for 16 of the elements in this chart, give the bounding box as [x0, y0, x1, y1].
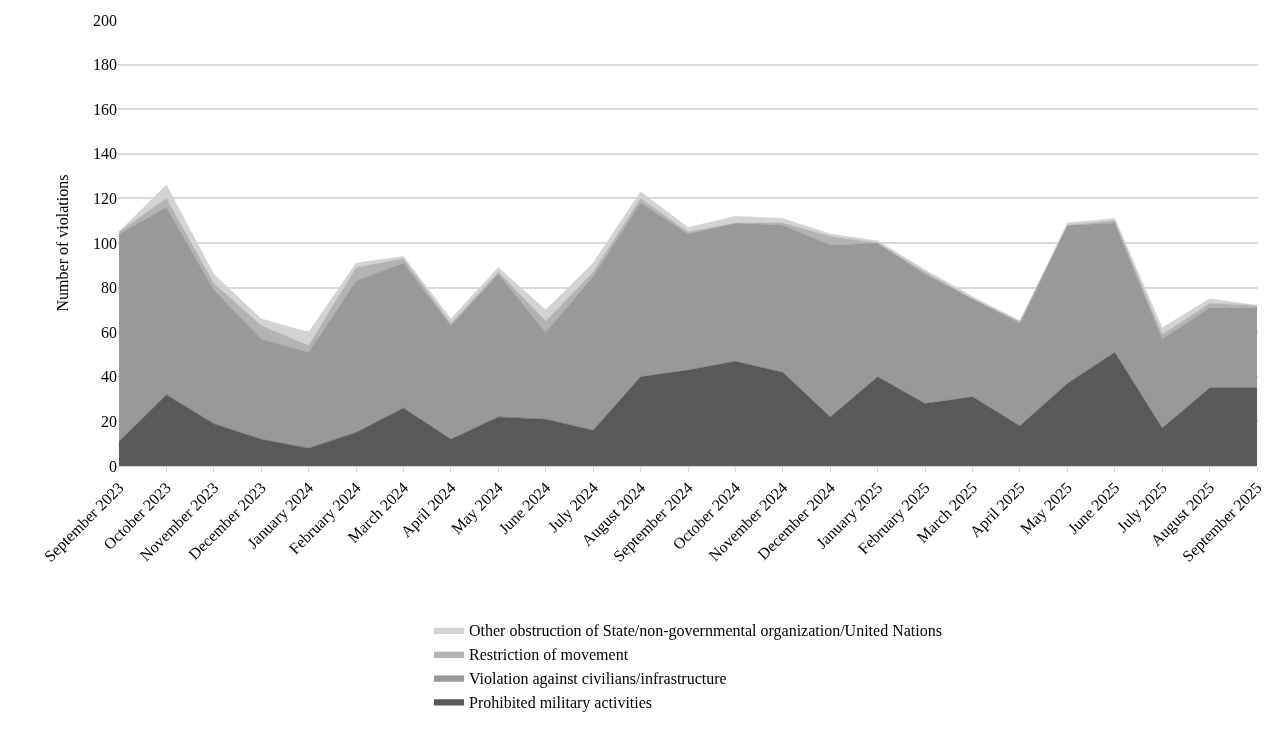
- y-tick-label: 0: [109, 457, 117, 475]
- y-tick-label: 60: [101, 323, 117, 341]
- legend-label: Violation against civilians/infrastructure: [469, 669, 727, 688]
- y-tick-label: 180: [93, 56, 117, 74]
- y-tick-label: 40: [101, 368, 117, 386]
- y-tick-label: 80: [101, 279, 117, 297]
- y-tick-label: 140: [93, 145, 117, 163]
- y-axis-title: Number of violations: [53, 174, 71, 312]
- y-tick-label: 160: [93, 100, 117, 118]
- y-tick-label: 200: [93, 11, 117, 29]
- legend-label: Prohibited military activities: [469, 693, 653, 712]
- legend-label: Restriction of movement: [469, 646, 629, 664]
- legend-label: Other obstruction of State/non-governmental organization/United Nations: [469, 622, 942, 641]
- y-tick-label: 120: [93, 190, 117, 207]
- y-tick-label: 100: [93, 234, 117, 252]
- y-tick-label: 20: [101, 413, 117, 430]
